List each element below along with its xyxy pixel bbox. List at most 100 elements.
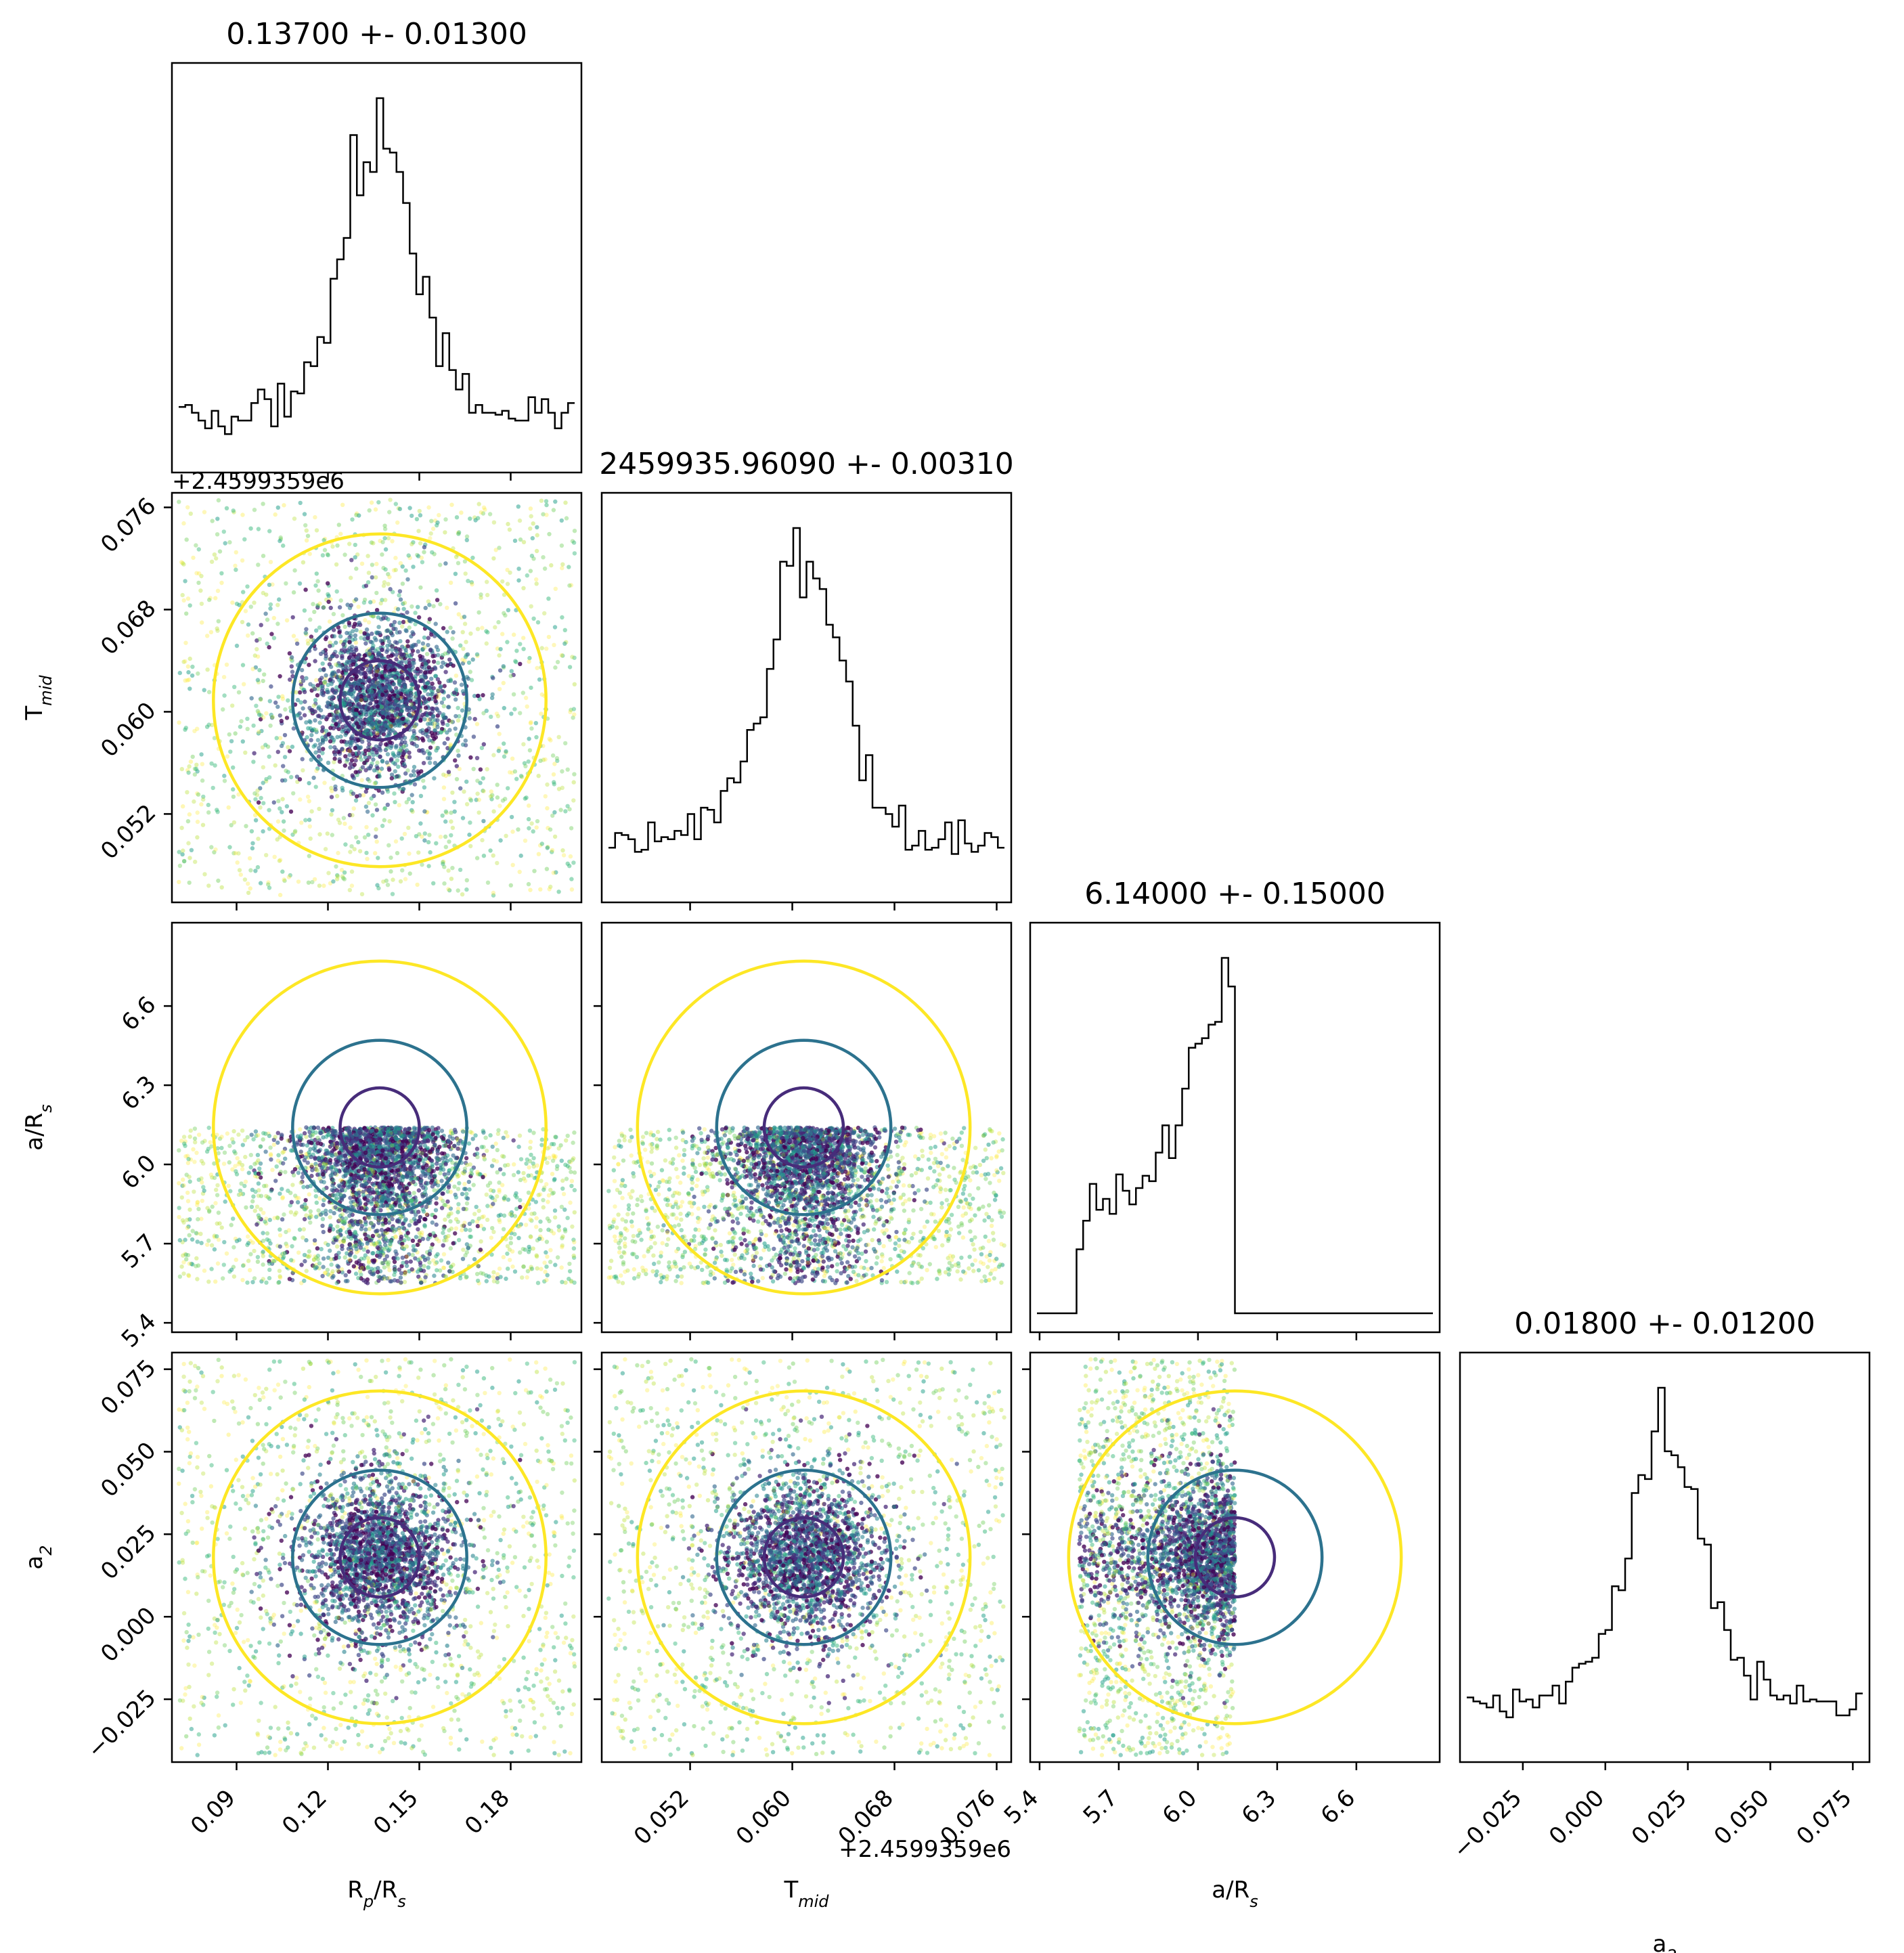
scatter-point [560, 1243, 564, 1248]
scatter-point [340, 613, 345, 618]
scatter-point [351, 806, 356, 811]
scatter-point [321, 649, 326, 655]
scatter-point [235, 1156, 240, 1161]
scatter-point [435, 1268, 439, 1273]
scatter-point [569, 1170, 573, 1175]
scatter-point [314, 678, 319, 682]
scatter-point [409, 542, 414, 546]
scatter-point [204, 724, 210, 729]
scatter-point [434, 841, 439, 846]
scatter-point [381, 700, 386, 705]
scatter-point [350, 734, 355, 739]
scatter-point [411, 768, 416, 774]
scatter-point [349, 844, 354, 849]
scatter-point [211, 785, 215, 791]
scatter-point [412, 705, 417, 710]
scatter-point [233, 563, 238, 568]
scatter-point [255, 654, 261, 659]
scatter-point [424, 728, 429, 733]
scatter-point [571, 798, 576, 803]
scatter-point [278, 806, 282, 811]
scatter-point [258, 786, 263, 791]
scatter-point [525, 704, 529, 709]
scatter-point [462, 615, 467, 619]
scatter-point [485, 579, 489, 584]
scatter-point [248, 1252, 253, 1256]
scatter-point [400, 1205, 405, 1210]
scatter-point [380, 715, 386, 720]
scatter-point [275, 602, 280, 607]
scatter-point [279, 1136, 284, 1141]
scatter-point [438, 1268, 443, 1273]
scatter-point [305, 794, 311, 799]
scatter-point [375, 760, 380, 765]
scatter-point [277, 597, 282, 602]
scatter-point [268, 723, 273, 728]
scatter-point [441, 697, 446, 701]
scatter-point [347, 749, 352, 753]
scatter-point [468, 798, 474, 803]
scatter-point [446, 694, 451, 699]
scatter-point [177, 500, 181, 504]
scatter-point [453, 1156, 458, 1160]
scatter-point [539, 1267, 544, 1271]
scatter-point [544, 646, 549, 651]
scatter-point [442, 864, 447, 869]
scatter-point [328, 745, 333, 750]
scatter-point [362, 653, 367, 658]
scatter-point [571, 540, 577, 545]
scatter-point [521, 690, 525, 695]
scatter-point [386, 1220, 391, 1225]
scatter-point [384, 1276, 390, 1281]
scatter-point [572, 712, 577, 717]
scatter-point [401, 751, 406, 755]
scatter-point [236, 792, 241, 797]
scatter-point [257, 667, 262, 673]
scatter-point [556, 734, 561, 740]
scatter-point [374, 781, 378, 785]
scatter-point [518, 711, 523, 716]
scatter-point [298, 500, 303, 506]
scatter-point [276, 695, 281, 699]
scatter-point [246, 633, 250, 638]
scatter-point [256, 836, 261, 841]
scatter-point [377, 774, 382, 779]
scatter-point [529, 685, 533, 690]
scatter-point [347, 812, 353, 818]
scatter-point [353, 1254, 357, 1259]
scatter-point [464, 887, 469, 892]
scatter-point [430, 1242, 435, 1247]
scatter-point [422, 717, 427, 722]
scatter-point [511, 672, 516, 678]
scatter-point [389, 718, 394, 722]
scatter-point [518, 774, 524, 778]
scatter-point [222, 693, 227, 698]
scatter-point [378, 754, 382, 759]
scatter-point [366, 620, 372, 625]
scatter-point [407, 871, 412, 876]
scatter-point [181, 1177, 185, 1182]
scatter-point [336, 669, 341, 674]
scatter-point [383, 747, 389, 753]
scatter-point [416, 615, 422, 620]
scatter-point [359, 667, 364, 672]
scatter-point [430, 740, 436, 745]
scatter-point [183, 678, 187, 683]
scatter-point [353, 758, 358, 763]
scatter-point [185, 678, 190, 683]
scatter-point [183, 727, 187, 732]
scatter-point [523, 838, 528, 843]
scatter-point [187, 1179, 192, 1184]
scatter-point [547, 887, 552, 892]
scatter-point [326, 1272, 330, 1277]
scatter-point [215, 626, 219, 631]
scatter-point [565, 767, 570, 772]
scatter-point [552, 642, 556, 647]
scatter-point [209, 559, 215, 564]
scatter-point [417, 832, 422, 837]
scatter-point [317, 601, 322, 606]
scatter-point [373, 649, 378, 653]
scatter-point [253, 797, 258, 802]
scatter-point [556, 1228, 562, 1233]
scatter-point [222, 773, 227, 778]
